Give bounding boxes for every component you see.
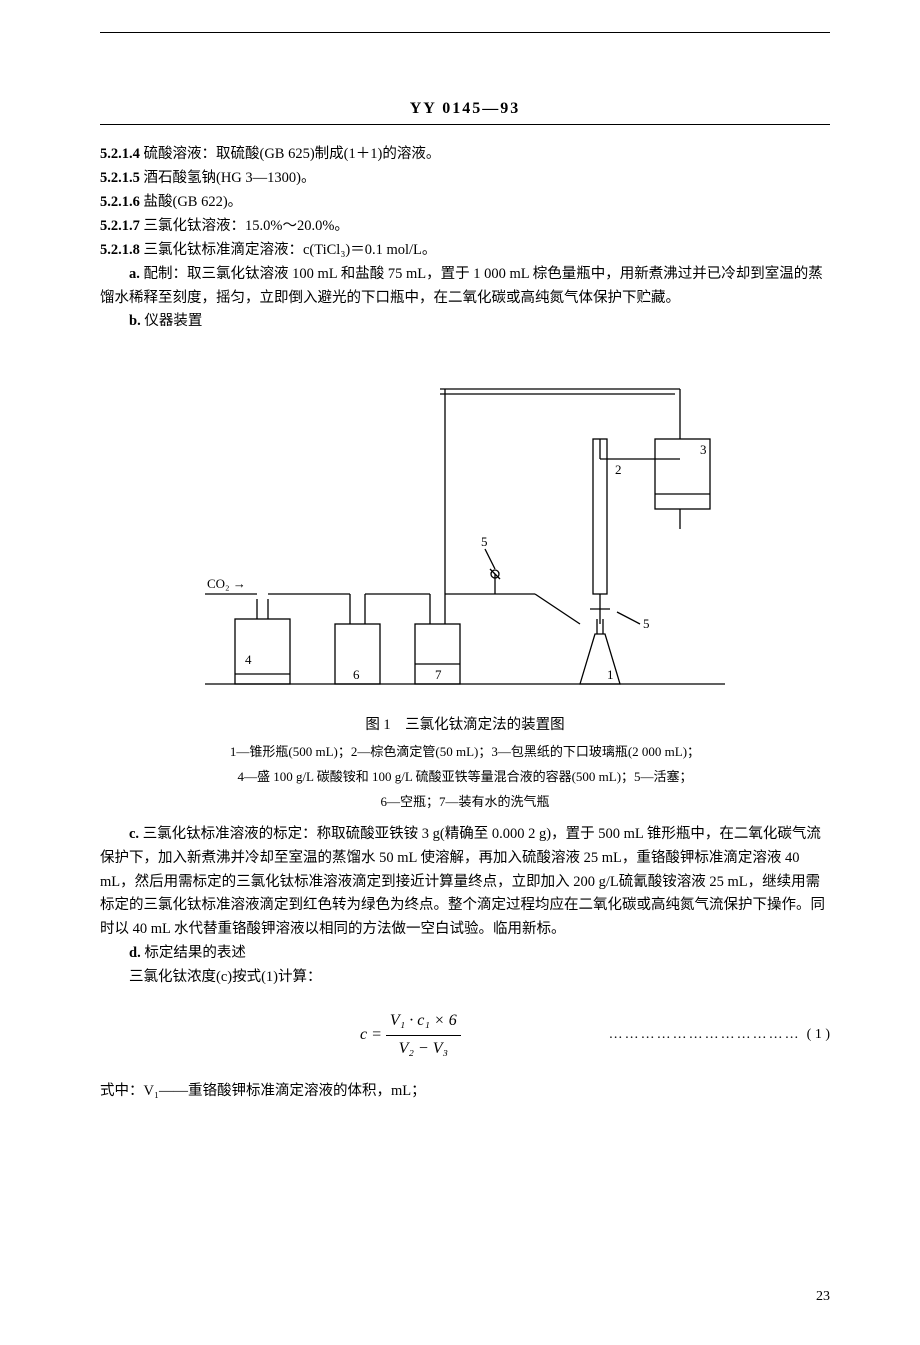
sub-text: 配制：取三氯化钛溶液 100 mL 和盐酸 75 mL，置于 1 000 mL … bbox=[100, 266, 823, 306]
sub-b: b. 仪器装置 bbox=[100, 310, 830, 334]
formula: c = V₁ · c₁ × 6 V₂ − V₃ bbox=[360, 1008, 465, 1062]
sec-5218: 5.2.1.8 三氯化钛标准滴定溶液：c(TiCl₃)＝0.1 mol/L。 bbox=[100, 239, 830, 263]
sec-num: 5.2.1.8 bbox=[100, 239, 140, 263]
where-text: 式中：V₁——重铬酸钾标准滴定溶液的体积，mL； bbox=[100, 1083, 426, 1099]
label-1: 1 bbox=[607, 667, 614, 682]
sec-num: 5.2.1.5 bbox=[100, 167, 140, 191]
sub-label: b. bbox=[129, 313, 141, 329]
sub-text: 仪器装置 bbox=[144, 313, 202, 329]
label-5b: 5 bbox=[643, 616, 650, 631]
apparatus-svg: CO₂ → 4 6 7 5 5 1 2 3 bbox=[185, 364, 745, 704]
figure-legend-2: 4—盛 100 g/L 碳酸铵和 100 g/L 硫酸亚铁等量混合液的容器(50… bbox=[100, 767, 830, 788]
label-4: 4 bbox=[245, 652, 252, 667]
label-2: 2 bbox=[615, 462, 622, 477]
formula-dots: ……………………………… bbox=[465, 1023, 801, 1046]
sec-5214: 5.2.1.4 硫酸溶液：取硫酸(GB 625)制成(1＋1)的溶液。 bbox=[100, 143, 830, 167]
where-line: 式中：V₁——重铬酸钾标准滴定溶液的体积，mL； bbox=[100, 1080, 830, 1104]
sub-text: 三氯化钛标准溶液的标定：称取硫酸亚铁铵 3 g(精确至 0.000 2 g)，置… bbox=[100, 826, 825, 938]
figure-legend-1: 1—锥形瓶(500 mL)；2—棕色滴定管(50 mL)；3—包黑纸的下口玻璃瓶… bbox=[100, 742, 830, 763]
sub-label: d. bbox=[129, 945, 141, 961]
body: 5.2.1.4 硫酸溶液：取硫酸(GB 625)制成(1＋1)的溶液。 5.2.… bbox=[100, 143, 830, 1104]
sec-text: 盐酸(GB 622)。 bbox=[144, 194, 243, 210]
sec-text: 三氯化钛溶液：15.0%～20.0%。 bbox=[144, 218, 349, 234]
sub-a: a. 配制：取三氯化钛溶液 100 mL 和盐酸 75 mL，置于 1 000 … bbox=[100, 263, 830, 311]
sec-text: 硫酸溶液：取硫酸(GB 625)制成(1＋1)的溶液。 bbox=[144, 146, 441, 162]
sub-text: 三氯化钛浓度(c)按式(1)计算： bbox=[129, 969, 322, 985]
page-number: 23 bbox=[816, 1289, 830, 1305]
sub-c: c. 三氯化钛标准溶液的标定：称取硫酸亚铁铵 3 g(精确至 0.000 2 g… bbox=[100, 823, 830, 943]
doc-code: YY 0145—93 bbox=[100, 100, 830, 118]
label-6: 6 bbox=[353, 667, 360, 682]
header-rule bbox=[100, 124, 830, 125]
sub-d: d. 标定结果的表述 bbox=[100, 942, 830, 966]
top-rule bbox=[100, 32, 830, 33]
label-co2: CO₂ → bbox=[207, 576, 246, 591]
label-7: 7 bbox=[435, 667, 442, 682]
formula-eqnum: ( 1 ) bbox=[801, 1023, 830, 1046]
sec-num: 5.2.1.4 bbox=[100, 143, 140, 167]
label-3: 3 bbox=[700, 442, 707, 457]
sec-text: 酒石酸氢钠(HG 3—1300)。 bbox=[144, 170, 316, 186]
sec-text: 三氯化钛标准滴定溶液：c(TiCl₃)＝0.1 mol/L。 bbox=[144, 242, 437, 258]
formula-fraction: V₁ · c₁ × 6 V₂ − V₃ bbox=[386, 1008, 461, 1062]
formula-num: V₁ · c₁ × 6 bbox=[386, 1008, 461, 1035]
sec-num: 5.2.1.6 bbox=[100, 191, 140, 215]
sec-5216: 5.2.1.6 盐酸(GB 622)。 bbox=[100, 191, 830, 215]
formula-den: V₂ − V₃ bbox=[395, 1036, 452, 1062]
sub-text: 标定结果的表述 bbox=[144, 945, 246, 961]
sub-label: a. bbox=[129, 266, 140, 282]
sec-5217: 5.2.1.7 三氯化钛溶液：15.0%～20.0%。 bbox=[100, 215, 830, 239]
page: YY 0145—93 5.2.1.4 硫酸溶液：取硫酸(GB 625)制成(1＋… bbox=[0, 0, 920, 1345]
figure-apparatus: CO₂ → 4 6 7 5 5 1 2 3 bbox=[185, 364, 745, 704]
formula-row: c = V₁ · c₁ × 6 V₂ − V₃ ……………………………… ( 1… bbox=[100, 1008, 830, 1062]
sec-num: 5.2.1.7 bbox=[100, 215, 140, 239]
formula-lhs: c = bbox=[360, 1022, 382, 1048]
sec-5215: 5.2.1.5 酒石酸氢钠(HG 3—1300)。 bbox=[100, 167, 830, 191]
sub-d2: 三氯化钛浓度(c)按式(1)计算： bbox=[100, 966, 830, 990]
label-5a: 5 bbox=[481, 534, 488, 549]
sub-label: c. bbox=[129, 826, 139, 842]
figure-caption: 图 1 三氯化钛滴定法的装置图 bbox=[100, 714, 830, 738]
figure-legend-3: 6—空瓶；7—装有水的洗气瓶 bbox=[100, 792, 830, 813]
